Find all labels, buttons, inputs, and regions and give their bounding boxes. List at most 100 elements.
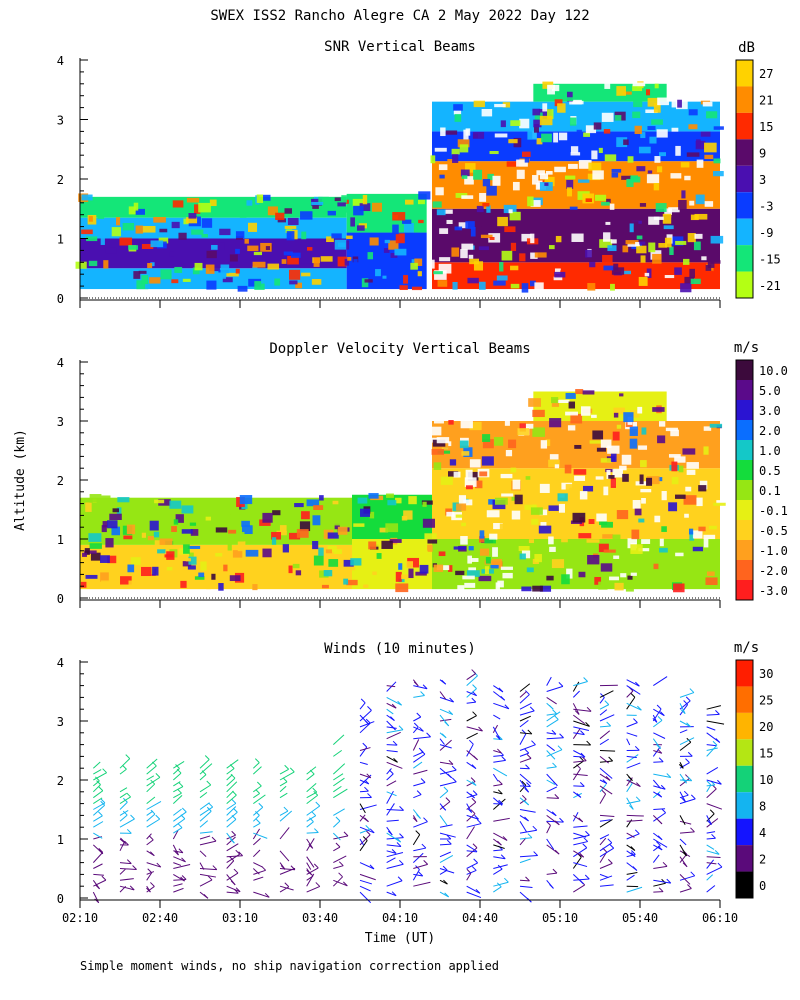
x-tick-label: 04:10 — [382, 911, 418, 925]
colorbar-label: 21 — [759, 94, 773, 108]
texture-patch — [594, 576, 602, 585]
texture-patch — [589, 440, 603, 444]
texture-patch — [333, 549, 342, 554]
wind-barb — [226, 843, 239, 852]
texture-patch — [459, 144, 469, 153]
colorbar-segment — [736, 192, 753, 219]
texture-patch — [541, 133, 552, 143]
texture-patch — [632, 82, 646, 87]
wind-barb — [386, 685, 396, 688]
wind-barb — [359, 838, 364, 846]
wind-barb-flag — [367, 705, 372, 711]
wind-barb-flag — [393, 757, 398, 763]
texture-patch — [453, 546, 467, 550]
wind-barb — [279, 886, 290, 893]
texture-patch — [390, 252, 398, 258]
wind-barb — [119, 841, 125, 852]
texture-patch — [462, 575, 475, 580]
wind-barb-flag — [442, 865, 448, 871]
wind-barb — [386, 891, 397, 897]
texture-patch — [612, 534, 621, 543]
wind-barb — [119, 801, 128, 810]
wind-barb — [359, 891, 372, 904]
texture-patch — [459, 440, 469, 449]
wind-barb-flag — [448, 710, 454, 715]
wind-barb — [253, 832, 268, 839]
texture-patch — [363, 584, 369, 588]
wind-barb-flag — [362, 836, 368, 841]
wind-barb — [519, 732, 532, 735]
colorbar-label: 0 — [759, 879, 766, 893]
texture-patch — [392, 224, 399, 235]
texture-patch — [505, 449, 513, 457]
texture-patch — [586, 539, 600, 543]
texture-patch — [566, 187, 572, 197]
wind-barb — [199, 802, 210, 810]
texture-patch — [88, 216, 93, 222]
texture-patch — [408, 496, 417, 505]
texture-patch — [352, 198, 365, 207]
texture-patch — [689, 268, 695, 278]
texture-patch — [619, 393, 624, 397]
wind-barb-flag — [525, 690, 530, 695]
panel-title: Winds (10 minutes) — [324, 641, 476, 657]
texture-patch — [361, 558, 369, 565]
texture-patch — [159, 538, 173, 545]
wind-barb — [679, 820, 692, 825]
texture-patch — [334, 523, 340, 530]
texture-patch — [696, 139, 701, 148]
texture-patch — [646, 476, 660, 485]
texture-patch — [209, 266, 220, 272]
wind-barb — [413, 751, 424, 757]
texture-patch — [141, 275, 149, 285]
wind-barb — [599, 730, 611, 740]
texture-patch — [530, 233, 535, 244]
wind-barb — [599, 785, 613, 795]
wind-barb-flag — [206, 780, 212, 786]
wind-barb — [226, 802, 237, 810]
wind-barb-flag — [526, 782, 531, 787]
texture-patch — [430, 259, 435, 269]
wind-barb-flag — [549, 884, 554, 889]
wind-barb-flag — [261, 865, 266, 871]
texture-patch — [461, 451, 470, 456]
wind-barb — [706, 744, 716, 747]
texture-patch — [636, 166, 646, 172]
colorbar-label: -21 — [759, 279, 781, 293]
wind-barb — [572, 856, 582, 869]
texture-patch — [680, 283, 692, 293]
wind-barb-flag — [533, 851, 539, 856]
wind-barb-flag — [365, 718, 371, 724]
wind-barb — [573, 884, 585, 893]
wind-barb — [519, 691, 527, 698]
wind-barb-flag — [637, 705, 642, 711]
texture-patch — [275, 212, 285, 220]
wind-barb-flag — [315, 801, 321, 807]
texture-patch — [123, 535, 133, 540]
texture-patch — [494, 497, 508, 505]
wind-barb — [679, 844, 688, 857]
texture-patch — [469, 421, 482, 431]
texture-patch — [116, 507, 122, 515]
texture-patch — [447, 471, 459, 477]
texture-patch — [638, 548, 650, 552]
y-tick-label: 2 — [57, 173, 64, 187]
wind-barb — [306, 885, 320, 893]
texture-patch — [569, 117, 577, 126]
wind-barb — [386, 750, 398, 753]
texture-patch — [192, 267, 200, 275]
texture-patch — [294, 503, 304, 508]
texture-patch — [100, 572, 109, 582]
wind-barb — [92, 852, 104, 863]
wind-barb-flag — [155, 773, 161, 778]
wind-barb-flag — [609, 843, 615, 849]
wind-barb-flag — [468, 739, 474, 745]
wind-barb-flag — [658, 887, 664, 893]
texture-patch — [611, 168, 622, 173]
wind-barb — [173, 879, 187, 881]
texture-patch — [620, 573, 627, 578]
texture-patch — [527, 129, 537, 140]
texture-patch — [287, 217, 299, 226]
texture-patch — [653, 563, 659, 570]
